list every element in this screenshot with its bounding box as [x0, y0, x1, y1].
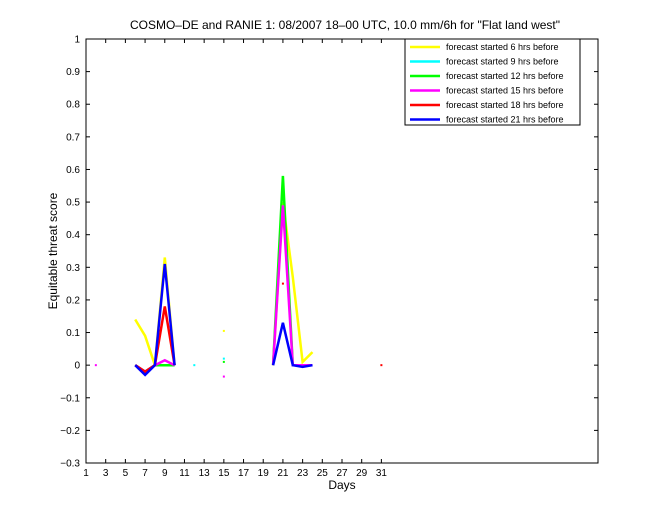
series-point	[222, 329, 225, 332]
y-tick-label: 0.7	[66, 132, 80, 143]
x-tick-label: 31	[376, 468, 388, 479]
y-tick-label: 0.1	[66, 328, 80, 339]
x-tick-label: 29	[356, 468, 368, 479]
x-tick-label: 23	[297, 468, 309, 479]
y-tick-label: 0.2	[66, 295, 80, 306]
series-point	[222, 357, 225, 360]
legend-label: forecast started 12 hrs before	[446, 71, 564, 81]
legend-label: forecast started 18 hrs before	[446, 100, 564, 110]
series-point	[380, 364, 383, 367]
y-tick-label: 1	[74, 35, 80, 46]
y-tick-label: 0.4	[66, 230, 80, 241]
series-point	[193, 364, 196, 367]
series-point	[94, 364, 97, 367]
y-tick-label: 0	[74, 361, 80, 372]
x-tick-label: 21	[277, 468, 289, 479]
y-tick-label: 0.9	[66, 67, 80, 78]
series-point	[222, 360, 225, 363]
series-point	[222, 375, 225, 378]
x-tick-label: 7	[142, 468, 148, 479]
y-tick-label: 0.6	[66, 165, 80, 176]
series-layer	[94, 175, 383, 378]
series-5	[134, 263, 313, 377]
series-point	[281, 282, 284, 285]
y-axis: −0.3 −0.2 −0.1 0 0.1 0.2 0.3 0.4 0.5 0.6 0.7 0.8 0.9…	[60, 35, 598, 470]
y-tick-label: 0.3	[66, 263, 80, 274]
x-tick-label: 25	[317, 468, 329, 479]
x-tick-label: 5	[123, 468, 129, 479]
chart-title: COSMO–DE and RANIE 1: 08/2007 18–00 UTC,…	[130, 18, 560, 32]
legend: forecast started 6 hrs before forecast st…	[404, 38, 581, 126]
legend-label: forecast started 21 hrs before	[446, 115, 564, 125]
y-tick-label: −0.3	[60, 459, 80, 470]
y-tick-label: 0.8	[66, 100, 80, 111]
legend-box	[404, 38, 581, 126]
x-tick-label: 9	[162, 468, 168, 479]
legend-label: forecast started 6 hrs before	[446, 42, 559, 52]
x-tick-label: 17	[238, 468, 250, 479]
series-line	[134, 263, 176, 377]
x-tick-label: 27	[336, 468, 348, 479]
y-axis-title: Equitable threat score	[46, 192, 60, 309]
legend-label: forecast started 15 hrs before	[446, 86, 564, 96]
x-tick-label: 19	[258, 468, 270, 479]
y-tick-label: −0.2	[60, 426, 80, 437]
x-tick-label: 11	[179, 468, 190, 479]
y-tick-label: −0.1	[60, 393, 80, 404]
legend-label: forecast started 9 hrs before	[446, 57, 559, 67]
x-tick-label: 3	[103, 468, 109, 479]
series-line	[271, 322, 313, 369]
x-tick-label: 15	[218, 468, 230, 479]
x-axis-title: Days	[328, 478, 355, 492]
y-tick-label: 0.5	[66, 198, 80, 209]
x-tick-label: 13	[199, 468, 211, 479]
x-axis: 1 3 5 7 9 11 13 15 17 19 21 23 25 27 29 31	[83, 39, 387, 479]
x-tick-label: 1	[83, 468, 89, 479]
